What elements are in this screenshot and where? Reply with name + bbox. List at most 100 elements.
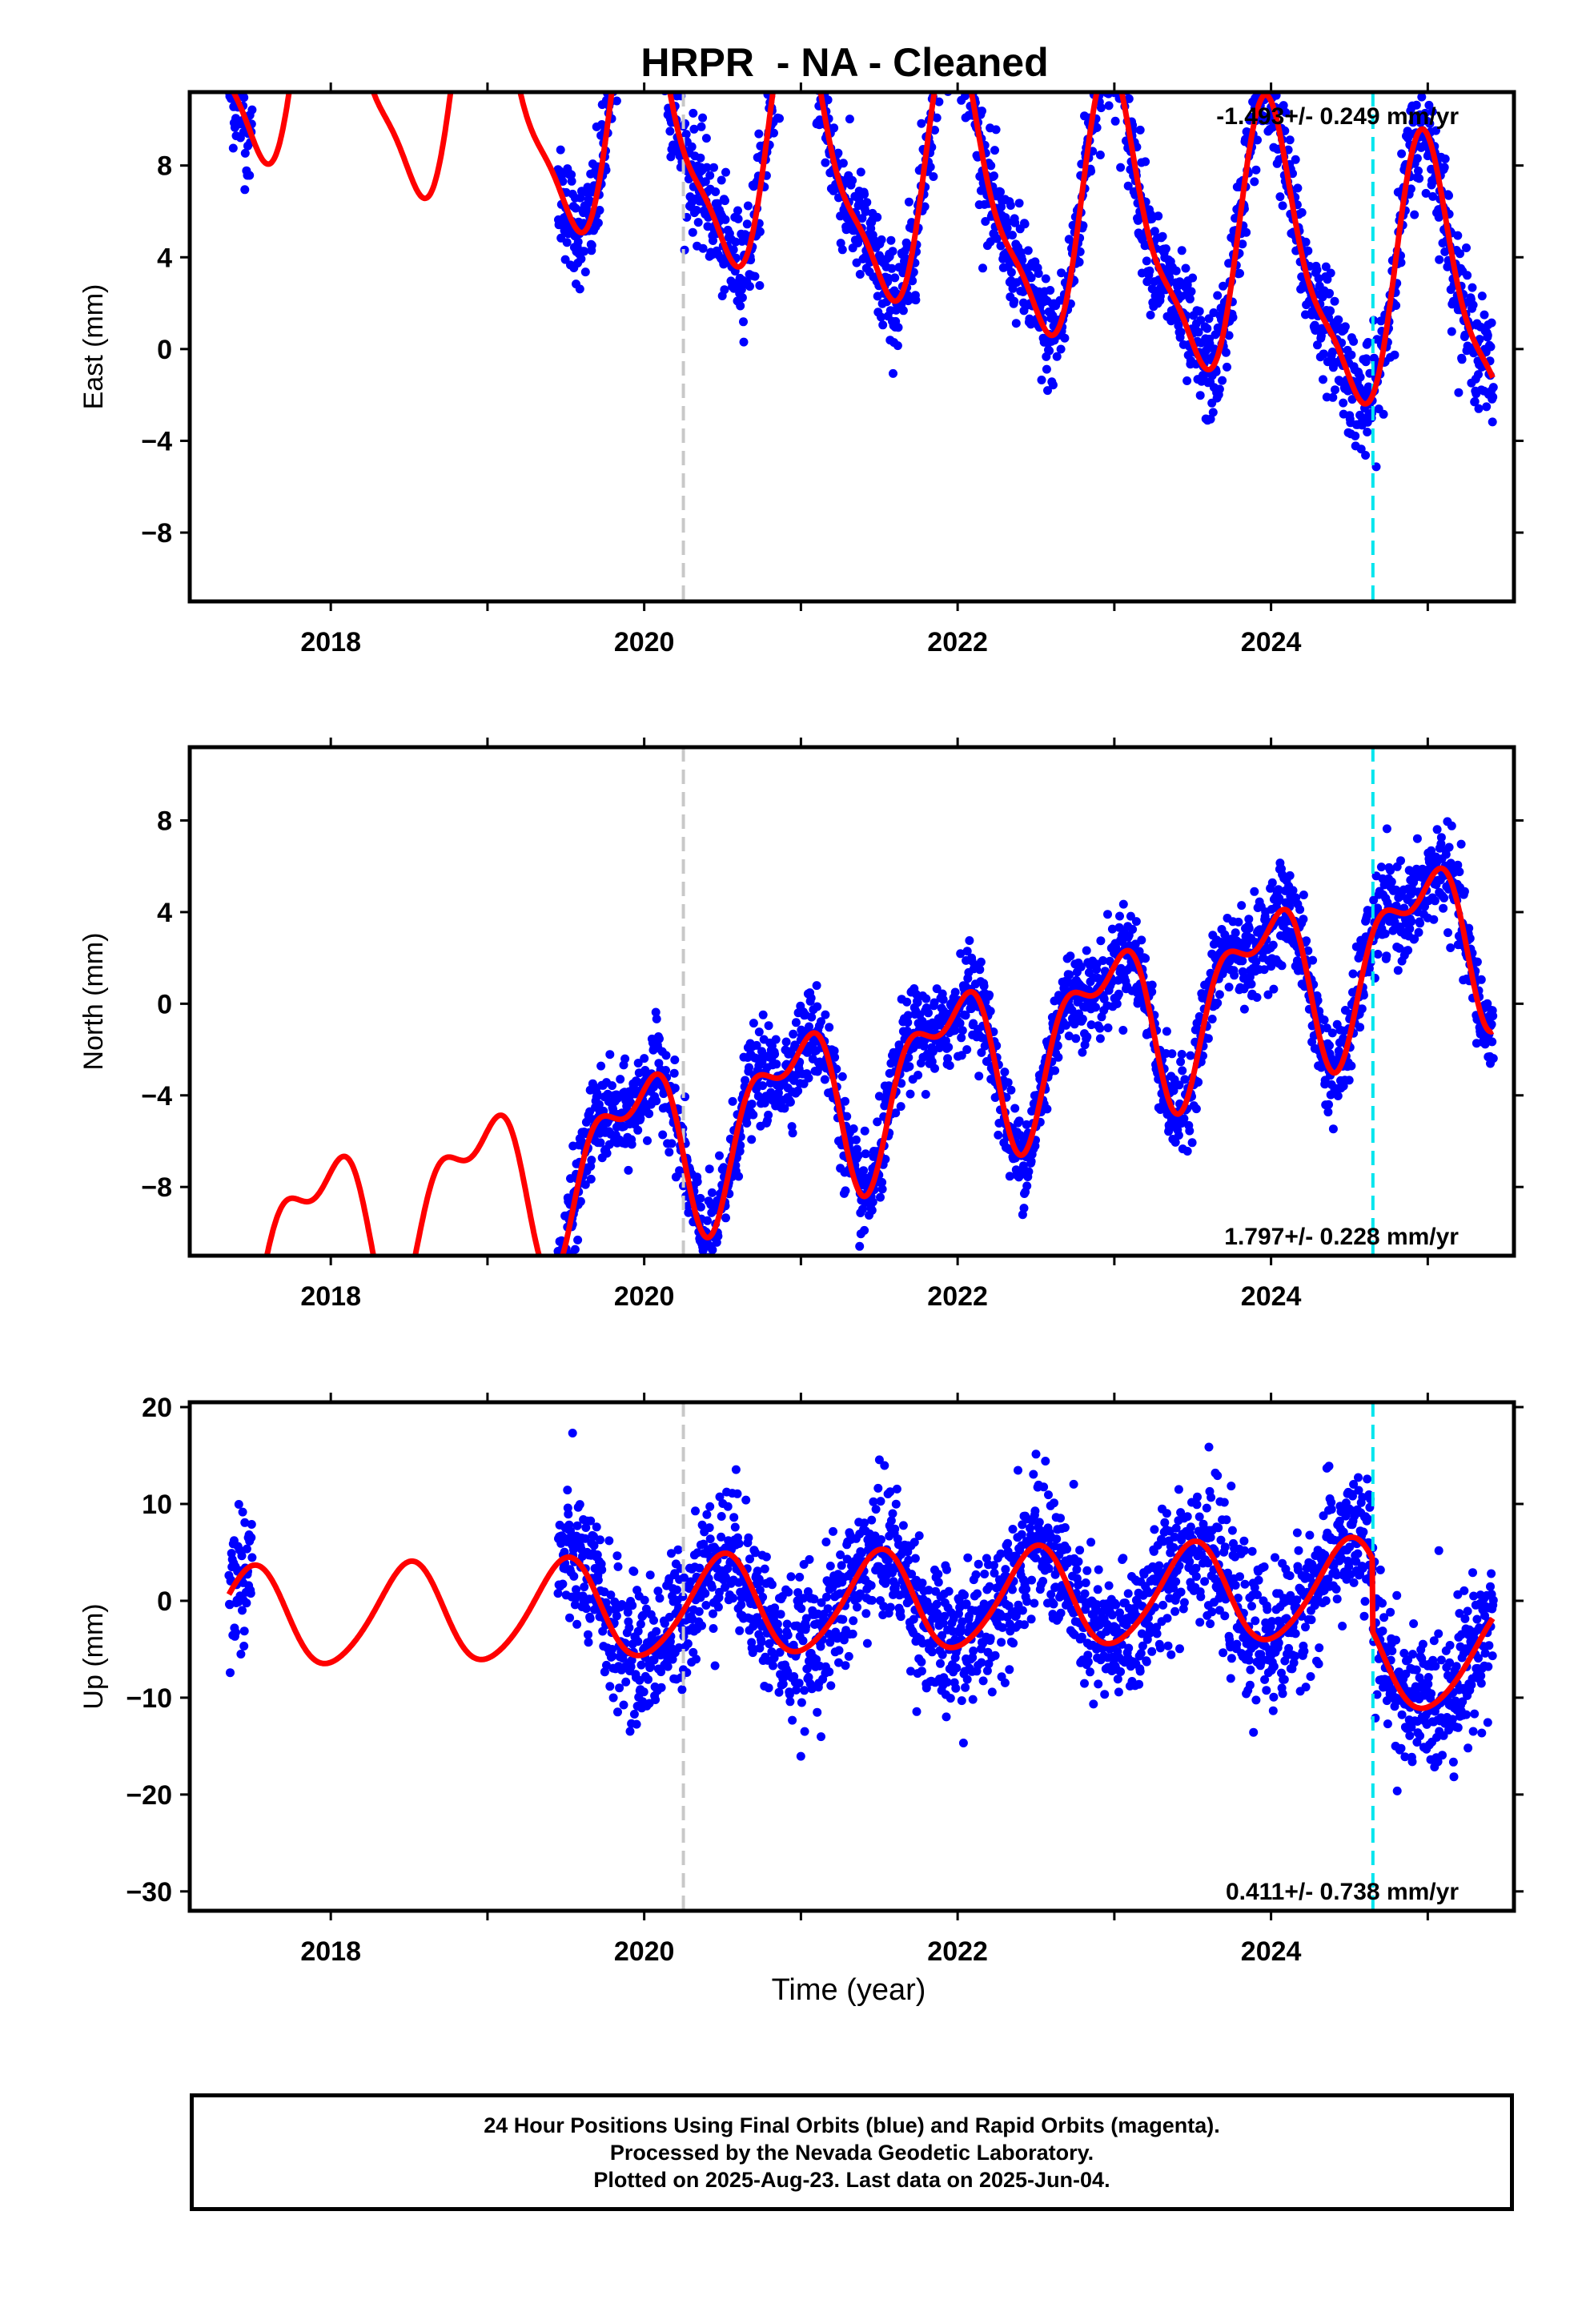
north-data-point bbox=[841, 1186, 850, 1196]
east-data-point bbox=[614, 70, 623, 79]
north-data-point bbox=[1231, 928, 1240, 938]
east-data-point bbox=[654, 10, 663, 18]
east-data-point bbox=[1327, 348, 1337, 356]
east-data-point bbox=[629, 0, 638, 6]
up-data-point bbox=[629, 1566, 639, 1576]
north-data-point bbox=[1267, 962, 1276, 971]
east-model-curve bbox=[230, 92, 1496, 407]
east-data-point bbox=[623, 15, 632, 24]
east-data-point bbox=[587, 240, 596, 250]
north-data-point bbox=[556, 1264, 565, 1273]
up-data-point bbox=[721, 1573, 730, 1582]
up-data-point bbox=[651, 1695, 661, 1704]
north-data-point bbox=[603, 1089, 612, 1099]
east-data-point bbox=[1435, 255, 1444, 264]
up-data-point bbox=[608, 1645, 616, 1654]
east-data-point bbox=[1185, 294, 1195, 304]
east-data-point bbox=[1468, 300, 1478, 310]
north-data-point bbox=[881, 1155, 890, 1164]
north-data-point bbox=[1387, 877, 1396, 887]
north-data-point bbox=[741, 1076, 750, 1085]
east-data-point bbox=[1101, 59, 1110, 68]
north-data-point bbox=[1483, 999, 1492, 1008]
east-data-point bbox=[1477, 292, 1487, 301]
east-data-point bbox=[698, 243, 708, 253]
up-data-point bbox=[606, 1590, 616, 1600]
east-data-point bbox=[233, 71, 242, 80]
east-data-point bbox=[1045, 346, 1054, 356]
east-data-point bbox=[1275, 192, 1285, 202]
north-data-point bbox=[705, 1164, 714, 1174]
north-data-point bbox=[1147, 980, 1157, 990]
up-data-point bbox=[638, 1610, 648, 1620]
east-data-point bbox=[575, 284, 584, 294]
east-data-point bbox=[665, 127, 675, 136]
up-data-point bbox=[592, 1522, 601, 1532]
east-data-point bbox=[1087, 76, 1096, 85]
east-data-point bbox=[789, 0, 798, 5]
north-data-point bbox=[587, 1156, 596, 1165]
north-data-point bbox=[1026, 1156, 1036, 1166]
east-data-point bbox=[1427, 107, 1437, 116]
east-data-point bbox=[1291, 155, 1300, 164]
north-data-point bbox=[1170, 1137, 1180, 1147]
north-data-point bbox=[1267, 878, 1277, 887]
east-data-point bbox=[1052, 352, 1062, 361]
up-data-point bbox=[628, 1601, 637, 1610]
north-data-point bbox=[1376, 862, 1386, 872]
east-data-point bbox=[1314, 274, 1323, 283]
east-data-point bbox=[1098, 78, 1107, 87]
north-data-point bbox=[897, 1079, 906, 1088]
north-data-point bbox=[231, 1360, 240, 1369]
east-data-point bbox=[745, 282, 754, 292]
north-data-point bbox=[580, 1180, 590, 1189]
north-data-point bbox=[238, 1361, 247, 1370]
north-data-point bbox=[700, 1265, 709, 1273]
north-data-point bbox=[1239, 1004, 1249, 1014]
north-data-point bbox=[849, 1124, 858, 1133]
north-data-point bbox=[1207, 1015, 1217, 1023]
east-data-point bbox=[1396, 258, 1406, 267]
east-data-point bbox=[653, 18, 662, 27]
north-data-point bbox=[644, 1109, 654, 1119]
north-data-point bbox=[858, 1204, 867, 1214]
east-data-point bbox=[947, 26, 956, 34]
east-data-point bbox=[1259, 81, 1268, 90]
north-data-point bbox=[1285, 870, 1295, 880]
east-data-point bbox=[917, 119, 926, 128]
east-data-point bbox=[887, 263, 897, 273]
north-data-point bbox=[913, 1071, 923, 1080]
north-data-point bbox=[787, 1122, 797, 1132]
up-data-point bbox=[553, 1589, 563, 1598]
north-data-point bbox=[1412, 834, 1422, 843]
up-data-point bbox=[649, 1615, 658, 1625]
north-data-point bbox=[1324, 1100, 1333, 1109]
east-data-point bbox=[930, 126, 939, 135]
east-data-point bbox=[228, 143, 238, 153]
east-data-point bbox=[709, 163, 718, 172]
east-data-point bbox=[1057, 268, 1066, 278]
up-data-point bbox=[656, 1683, 666, 1692]
east-data-point bbox=[838, 159, 848, 168]
east-data-point bbox=[1262, 67, 1271, 76]
up-data-point bbox=[608, 1693, 618, 1703]
north-data-point bbox=[1464, 923, 1474, 933]
east-data-point bbox=[877, 312, 885, 322]
east-data-point bbox=[247, 73, 255, 82]
east-data-point bbox=[733, 206, 742, 215]
up-data-point bbox=[697, 1520, 707, 1530]
east-data-point bbox=[754, 129, 764, 139]
north-data-point bbox=[227, 1344, 236, 1353]
east-data-point bbox=[1018, 255, 1027, 265]
east-data-point bbox=[1444, 191, 1453, 200]
east-data-point bbox=[234, 80, 243, 89]
east-data-point bbox=[649, 2, 658, 10]
north-data-point bbox=[707, 1188, 717, 1197]
north-data-point bbox=[1162, 1027, 1171, 1036]
east-data-point bbox=[1145, 266, 1154, 275]
north-data-point bbox=[1393, 966, 1403, 975]
east-data-point bbox=[932, 21, 941, 30]
up-data-point bbox=[705, 1534, 715, 1544]
east-data-point bbox=[1319, 375, 1327, 384]
